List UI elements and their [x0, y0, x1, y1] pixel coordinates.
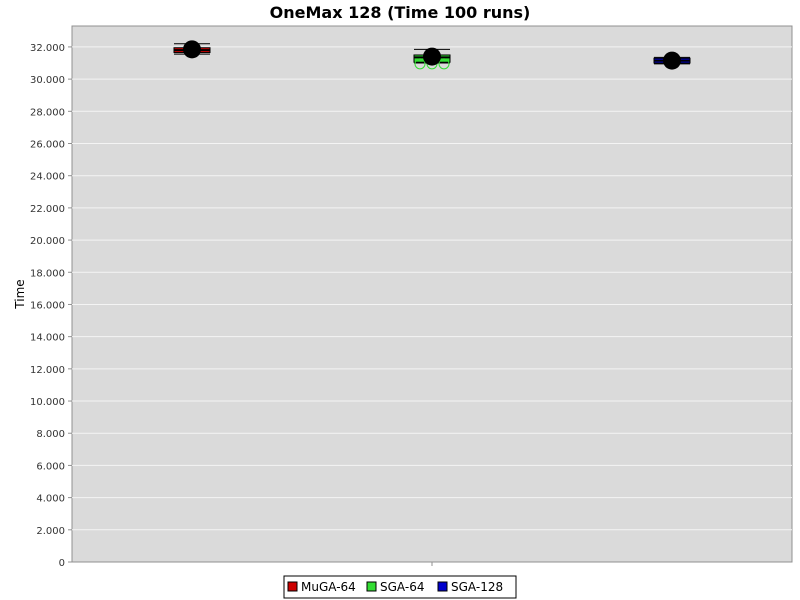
y-tick-label: 2.000 — [36, 526, 65, 537]
y-tick-label: 0 — [59, 558, 65, 569]
y-tick-label: 12.000 — [30, 365, 65, 376]
y-tick-label: 22.000 — [30, 204, 65, 215]
y-tick-label: 16.000 — [30, 300, 65, 311]
y-axis-label: Time — [13, 279, 27, 309]
box-sga-64 — [413, 47, 451, 70]
box-muga-64 — [173, 40, 211, 59]
legend-box — [283, 575, 517, 599]
mean-marker — [183, 40, 201, 59]
legend-label: SGA-64 — [380, 580, 424, 594]
legend: MuGA-64 SGA-64 SGA-128 — [283, 575, 517, 599]
y-tick-label: 18.000 — [30, 268, 65, 279]
y-tick-label: 10.000 — [30, 397, 65, 408]
legend-label: SGA-128 — [451, 580, 503, 594]
legend-swatch — [366, 581, 377, 592]
y-tick-label: 24.000 — [30, 172, 65, 183]
box-plots — [173, 40, 691, 70]
y-tick-label: 20.000 — [30, 236, 65, 247]
y-tick-label: 6.000 — [36, 461, 65, 472]
legend-label: MuGA-64 — [301, 580, 356, 594]
grid-lines — [72, 46, 792, 531]
y-tick-label: 8.000 — [36, 429, 65, 440]
mean-marker — [663, 51, 681, 70]
box-sga-128 — [653, 51, 691, 70]
y-tick-label: 32.000 — [30, 43, 65, 54]
y-tick-label: 14.000 — [30, 333, 65, 344]
y-axis: 0 2.000 4.000 6.000 8.000 10.000 12.000 14.000 1… — [30, 43, 72, 569]
outlier-point — [438, 58, 450, 70]
legend-swatch — [437, 581, 448, 592]
outlier-point — [414, 58, 426, 70]
y-tick-label: 26.000 — [30, 140, 65, 151]
chart-title: OneMax 128 (Time 100 runs) — [270, 3, 531, 22]
y-tick-label: 4.000 — [36, 494, 65, 505]
legend-swatch — [287, 581, 298, 592]
y-tick-label: 28.000 — [30, 107, 65, 118]
y-tick-label: 30.000 — [30, 75, 65, 86]
plot-area — [71, 25, 793, 563]
mean-marker — [423, 47, 441, 66]
